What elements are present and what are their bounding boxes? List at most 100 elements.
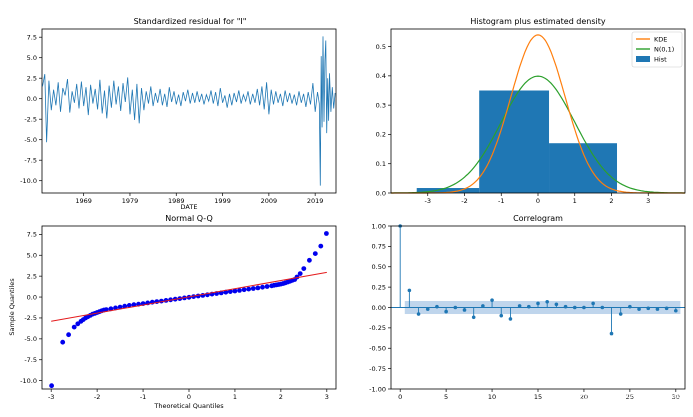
normal-density-curve (391, 75, 685, 194)
qq-point (250, 286, 256, 291)
histogram-xtick-label: 0 (536, 197, 540, 205)
residual-ytick-label: -7.5 (24, 157, 37, 165)
qq-point (122, 303, 128, 309)
acf-marker (628, 304, 632, 309)
acf-marker (425, 307, 430, 311)
qq-ylabel: Sample Quantiles (8, 278, 16, 336)
legend-hist-label: Hist (654, 56, 667, 64)
acf-marker (499, 313, 504, 318)
acf-marker (444, 309, 448, 314)
histogram-y-ticks: 0.0 0.1 0.2 0.3 0.4 0.5 (376, 43, 391, 197)
qq-point (232, 288, 238, 294)
residual-xlabel: DATE (181, 203, 198, 211)
histogram-ytick-label: 0.1 (376, 160, 386, 168)
acf-marker (582, 305, 586, 310)
histogram-xtick-label: -3 (425, 197, 431, 205)
acf-marker (508, 317, 513, 321)
correlogram-ytick-label: -1.00 (369, 385, 386, 393)
legend-kde-label: KDE (654, 36, 667, 44)
acf-marker (536, 301, 540, 306)
histogram-title: Histogram plus estimated density (470, 17, 606, 26)
qq-point (66, 332, 71, 338)
qq-xtick-label: -1 (140, 393, 146, 401)
histogram-ytick-label: 0.5 (376, 43, 386, 51)
residual-ytick-label: -2.5 (24, 116, 37, 124)
residual-xtick-label: 2009 (261, 197, 278, 205)
correlogram-xtick-label: 25 (626, 393, 634, 401)
correlogram-panel: Correlogram 1.00 0.75 0.50 0.25 0.00 -0.25 -0.… (369, 214, 686, 401)
qq-xtick-label: 3 (325, 393, 329, 401)
qq-point (126, 303, 132, 308)
qq-point (297, 271, 303, 276)
qq-xtick-label: 0 (187, 393, 191, 401)
residual-xtick-label: 2019 (307, 197, 324, 205)
acf-marker (591, 301, 595, 306)
qq-point (71, 324, 77, 330)
qq-ytick-label: 5.0 (27, 252, 37, 260)
residual-ytick-label: 5.0 (27, 54, 37, 62)
qq-ytick-label: -5.0 (24, 335, 37, 343)
qq-ytick-label: 7.5 (27, 231, 37, 239)
histogram-legend: KDE N(0,1) Hist (631, 31, 683, 68)
residual-xtick-label: 1989 (168, 197, 185, 205)
acf-marker (481, 304, 485, 308)
qq-point (246, 286, 252, 292)
residual-x-ticks: 1969 1979 1989 1999 2009 2019 (75, 193, 323, 205)
acf-marker (609, 331, 614, 336)
acf-marker (674, 308, 678, 313)
qq-panel: Normal Q-Q 7.5 5.0 2.5 0.0 -2.5 -5.0 -7.5 -10.0… (8, 214, 337, 410)
qq-points (49, 231, 329, 389)
correlogram-title: Correlogram (513, 214, 563, 223)
correlogram-ytick-label: -0.25 (369, 324, 386, 332)
correlogram-xtick-label: 20 (580, 393, 588, 401)
residual-xtick-label: 1969 (75, 197, 92, 205)
residual-title: Standardized residual for "I" (134, 17, 247, 26)
qq-y-ticks: 7.5 5.0 2.5 0.0 -2.5 -5.0 -7.5 -10.0 (20, 231, 42, 385)
correlogram-xtick-label: 15 (534, 393, 542, 401)
qq-point (237, 288, 242, 293)
acf-marker (554, 302, 559, 307)
acf-marker (490, 298, 494, 302)
qq-xtick-label: 2 (279, 393, 283, 401)
qq-point (307, 257, 312, 263)
correlogram-ytick-label: 0.50 (372, 263, 386, 271)
histogram-bars (416, 90, 618, 193)
residual-ytick-label: -5.0 (24, 136, 37, 144)
qq-point (324, 231, 329, 236)
acf-marker (416, 312, 421, 316)
acf-marker (572, 305, 577, 310)
histogram-xtick-label: 1 (573, 197, 577, 205)
histogram-panel: Histogram plus estimated density 0.0 0.1 0… (376, 17, 686, 205)
qq-ytick-label: 2.5 (27, 272, 37, 280)
acf-marker (563, 304, 568, 309)
correlogram-x-ticks: 0 5 10 15 20 25 30 (398, 389, 680, 401)
qq-ytick-label: -7.5 (24, 356, 37, 364)
qq-point (117, 304, 123, 310)
residual-ytick-label: 7.5 (27, 34, 37, 42)
correlogram-xtick-label: 30 (672, 393, 680, 401)
residual-ytick-label: 2.5 (27, 75, 37, 83)
qq-point (264, 284, 270, 289)
correlogram-ytick-label: -0.75 (369, 365, 386, 373)
residual-y-ticks: 7.5 5.0 2.5 0.0 -2.5 -5.0 -7.5 -10.0 (20, 34, 42, 185)
residual-xtick-label: 1979 (122, 197, 139, 205)
correlogram-xtick-label: 5 (444, 393, 448, 401)
histogram-bar (549, 143, 618, 193)
acf-marker (655, 307, 660, 311)
residual-xtick-label: 1999 (214, 197, 231, 205)
acf-marker (453, 305, 458, 310)
qq-ytick-label: 0.0 (27, 293, 37, 301)
histogram-ytick-label: 0.3 (376, 101, 386, 109)
qq-xtick-label: -3 (48, 393, 54, 401)
acf-marker (517, 304, 522, 308)
correlogram-ytick-label: 0.75 (372, 243, 386, 251)
qq-reference-line (51, 271, 327, 322)
histogram-ytick-label: 0.0 (376, 189, 386, 197)
histogram-bar (416, 188, 480, 193)
qq-xtick-label: -2 (94, 393, 100, 401)
histogram-xtick-label: -2 (461, 197, 467, 205)
qq-point (227, 289, 233, 294)
watermark-text: CSDN @胖哥真不错 (567, 393, 686, 408)
qq-point (113, 305, 118, 311)
qq-point (241, 287, 247, 293)
